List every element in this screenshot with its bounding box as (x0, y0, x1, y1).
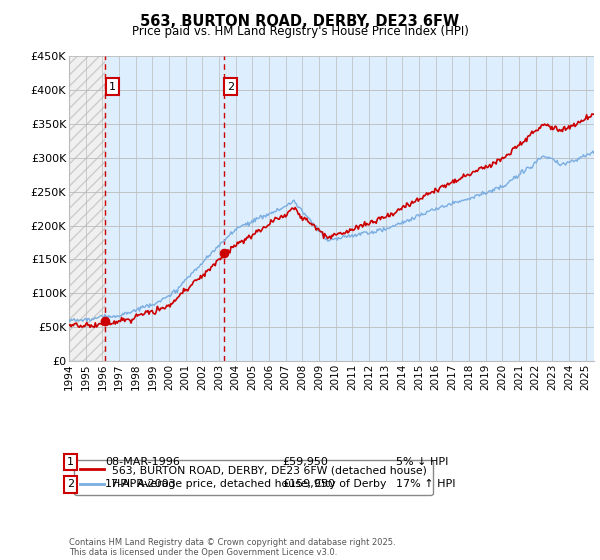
Text: 5% ↓ HPI: 5% ↓ HPI (396, 457, 448, 467)
Text: 17-APR-2003: 17-APR-2003 (105, 479, 176, 489)
Text: £59,950: £59,950 (282, 457, 328, 467)
Text: 2: 2 (227, 82, 234, 91)
Legend: 563, BURTON ROAD, DERBY, DE23 6FW (detached house), HPI: Average price, detached: 563, BURTON ROAD, DERBY, DE23 6FW (detac… (74, 460, 433, 495)
Text: 1: 1 (109, 82, 116, 91)
Text: 2: 2 (67, 479, 74, 489)
Text: Contains HM Land Registry data © Crown copyright and database right 2025.
This d: Contains HM Land Registry data © Crown c… (69, 538, 395, 557)
Text: 17% ↑ HPI: 17% ↑ HPI (396, 479, 455, 489)
Text: Price paid vs. HM Land Registry's House Price Index (HPI): Price paid vs. HM Land Registry's House … (131, 25, 469, 38)
Bar (106, 56, 594, 361)
Point (219, 248, 229, 257)
Text: 08-MAR-1996: 08-MAR-1996 (105, 457, 180, 467)
Text: 1: 1 (67, 457, 74, 467)
Text: 563, BURTON ROAD, DERBY, DE23 6FW: 563, BURTON ROAD, DERBY, DE23 6FW (140, 14, 460, 29)
Bar (69, 56, 106, 361)
Text: £159,950: £159,950 (282, 479, 335, 489)
Bar (69, 56, 106, 361)
Point (101, 316, 110, 325)
